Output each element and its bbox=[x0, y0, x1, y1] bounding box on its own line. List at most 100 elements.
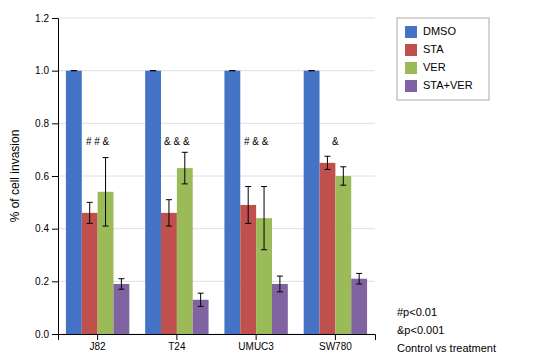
error-bar-cap bbox=[261, 249, 267, 250]
error-bar-cap bbox=[71, 70, 77, 71]
y-tick-label: 0.8 bbox=[35, 118, 49, 129]
footnotes: #p<0.01&p<0.001Control vs treatment bbox=[397, 306, 496, 354]
annotation: & & & bbox=[164, 136, 190, 147]
x-tick: UMUC3 bbox=[238, 334, 274, 352]
error-bar-stem bbox=[264, 187, 265, 250]
error-bar-stem bbox=[121, 279, 122, 290]
error-bar-cap bbox=[118, 278, 124, 279]
footnote: #p<0.01 bbox=[397, 306, 437, 318]
error-bar bbox=[277, 276, 283, 292]
error-bar bbox=[166, 200, 172, 226]
y-tick-mark bbox=[52, 229, 58, 230]
x-tick-mark bbox=[335, 334, 336, 340]
error-bar-stem bbox=[184, 152, 185, 184]
error-bar bbox=[71, 70, 77, 71]
y-tick-label: 1.0 bbox=[35, 65, 49, 76]
error-bar-cap bbox=[182, 183, 188, 184]
error-bar-cap bbox=[87, 202, 93, 203]
error-bar bbox=[340, 167, 346, 185]
error-bar-stem bbox=[105, 158, 106, 226]
x-axis-line bbox=[59, 335, 376, 341]
error-bar bbox=[118, 279, 124, 290]
y-tick-label: 0.0 bbox=[35, 329, 49, 340]
grid-line bbox=[58, 123, 375, 124]
error-bar-cap bbox=[324, 156, 330, 157]
error-bar bbox=[150, 70, 156, 71]
error-bar bbox=[182, 152, 188, 184]
error-bar bbox=[261, 187, 267, 250]
y-tick-label: 1.2 bbox=[35, 13, 49, 24]
legend-label: STA bbox=[423, 43, 444, 55]
error-bar-stem bbox=[248, 187, 249, 224]
bar bbox=[82, 213, 98, 334]
x-tick-label: T24 bbox=[168, 341, 186, 352]
error-bar-cap bbox=[245, 223, 251, 224]
error-bar-cap bbox=[118, 289, 124, 290]
x-tick: J82 bbox=[90, 334, 107, 352]
legend-item: VER bbox=[405, 61, 446, 74]
x-tick-label: J82 bbox=[90, 341, 107, 352]
y-tick-label: 0.6 bbox=[35, 171, 49, 182]
legend-swatch bbox=[405, 44, 417, 56]
bar bbox=[145, 71, 161, 334]
error-bar-cap bbox=[229, 70, 235, 71]
error-bar-cap bbox=[356, 273, 362, 274]
bar bbox=[240, 205, 256, 334]
error-bar-cap bbox=[71, 70, 77, 71]
y-tick-mark bbox=[52, 123, 58, 124]
x-tick-label: SW780 bbox=[319, 341, 352, 352]
annotations: # # && & &# & && bbox=[86, 136, 339, 147]
x-tick-mark bbox=[97, 334, 98, 340]
error-bar-cap bbox=[150, 70, 156, 71]
plot: 0.0 0.2 0.4 0.6 0.8 1.0 1.2 J82 T24 UMUC3 SW780 # #… bbox=[35, 13, 375, 352]
grid bbox=[58, 18, 375, 334]
error-bar bbox=[324, 156, 330, 169]
y-tick: 1.0 bbox=[35, 65, 58, 76]
bar bbox=[335, 176, 351, 334]
y-tick: 0.8 bbox=[35, 118, 58, 129]
legend-item: DMSO bbox=[405, 25, 456, 38]
bar bbox=[351, 279, 367, 334]
legend-item: STA+VER bbox=[405, 79, 473, 92]
error-bar-cap bbox=[309, 70, 315, 71]
y-tick: 1.2 bbox=[35, 13, 58, 24]
error-bar-stem bbox=[168, 200, 169, 226]
bar bbox=[224, 71, 240, 334]
legend: DMSO STA VER STA+VER bbox=[397, 18, 489, 100]
bar bbox=[177, 168, 193, 334]
y-tick-label: 0.2 bbox=[35, 276, 49, 287]
x-axis: J82 T24 UMUC3 SW780 bbox=[59, 334, 376, 352]
x-tick-mark bbox=[256, 334, 257, 340]
error-bar bbox=[103, 158, 109, 226]
error-bar-cap bbox=[277, 291, 283, 292]
error-bar-stem bbox=[200, 293, 201, 306]
x-tick: SW780 bbox=[319, 334, 352, 352]
error-bar-stem bbox=[89, 202, 90, 223]
legend-item: STA bbox=[405, 43, 444, 56]
error-bar-cap bbox=[198, 293, 204, 294]
error-bar-cap bbox=[277, 276, 283, 277]
error-bar-stem bbox=[343, 167, 344, 185]
y-tick: 0.6 bbox=[35, 171, 58, 182]
legend-label: DMSO bbox=[423, 25, 456, 37]
error-bar-cap bbox=[340, 166, 346, 167]
legend-label: STA+VER bbox=[423, 79, 473, 91]
y-tick-mark bbox=[52, 18, 58, 19]
bar bbox=[66, 71, 82, 334]
legend-swatch bbox=[405, 80, 417, 92]
y-tick-label: 0.4 bbox=[35, 223, 49, 234]
chart: 0.0 0.2 0.4 0.6 0.8 1.0 1.2 J82 T24 UMUC3 SW780 # #… bbox=[0, 0, 550, 364]
error-bar-stem bbox=[327, 156, 328, 169]
bar bbox=[320, 163, 336, 334]
legend-swatch bbox=[405, 26, 417, 38]
error-bar-stem bbox=[359, 273, 360, 284]
error-bar-cap bbox=[198, 306, 204, 307]
error-bar-cap bbox=[87, 223, 93, 224]
error-bar-stem bbox=[279, 276, 280, 292]
y-tick-mark bbox=[52, 176, 58, 177]
error-bar-cap bbox=[340, 185, 346, 186]
legend-frame bbox=[397, 18, 489, 100]
error-bar bbox=[309, 70, 315, 71]
y-tick: 0.4 bbox=[35, 223, 58, 234]
legend-swatch bbox=[405, 62, 417, 74]
